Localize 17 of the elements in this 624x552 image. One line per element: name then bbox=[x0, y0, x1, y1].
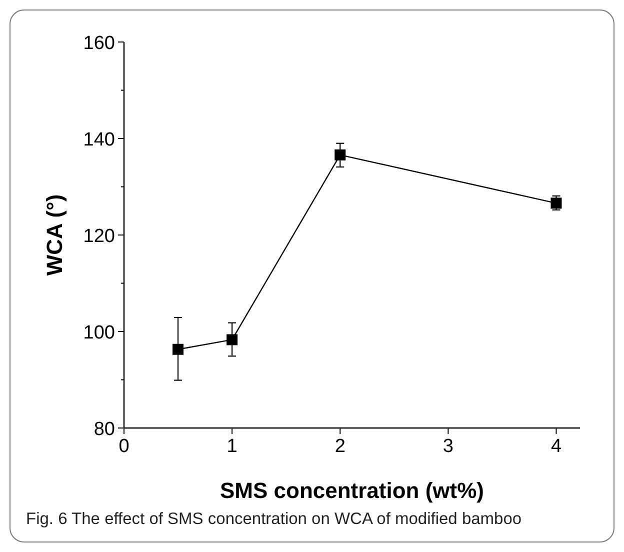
x-tick-label: 0 bbox=[118, 436, 130, 457]
y-tick-label: 100 bbox=[83, 322, 115, 344]
point bbox=[172, 344, 184, 355]
x-tick-label: 4 bbox=[550, 436, 562, 457]
y-tick-label: 80 bbox=[94, 419, 115, 440]
x-tick-label: 3 bbox=[442, 436, 454, 457]
y-tick-label: 160 bbox=[83, 33, 115, 54]
x-tick-label: 1 bbox=[226, 436, 238, 457]
y-tick-label: 120 bbox=[83, 226, 115, 247]
point bbox=[226, 334, 238, 346]
x-axis-title: SMS concentration (wt%) bbox=[220, 478, 484, 503]
point bbox=[550, 198, 562, 209]
y-tick-label: 140 bbox=[83, 130, 115, 150]
caption: Fig. 6 The effect of SMS concentration on WCA of modified bamboo bbox=[26, 510, 522, 528]
point bbox=[334, 149, 346, 160]
y-axis-title: WCA (°) bbox=[42, 194, 67, 276]
x-tick-label: 2 bbox=[334, 436, 346, 457]
